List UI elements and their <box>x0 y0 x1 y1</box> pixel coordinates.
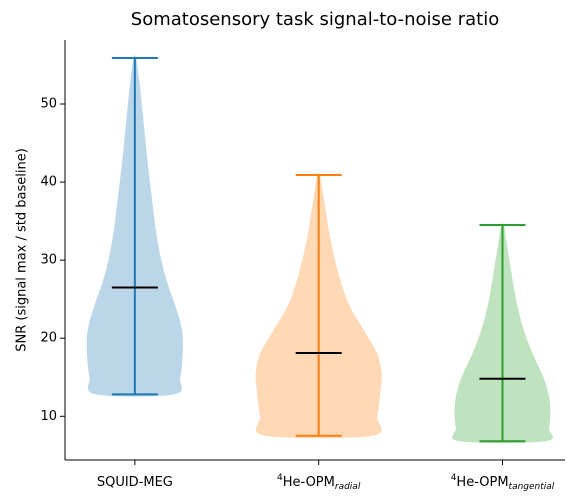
x-tick-label: SQUID-MEG <box>97 475 173 490</box>
x-tick-label-text: He-OPM <box>283 475 335 490</box>
chart-title: Somatosensory task signal-to-noise ratio <box>131 9 499 30</box>
x-tick-label: 4He-OPMradial <box>277 473 361 492</box>
y-tick-label: 10 <box>40 409 57 424</box>
x-tick-label-sup: 4 <box>451 473 457 483</box>
x-tick-label-sup: 4 <box>277 473 283 483</box>
x-tick-label: 4He-OPMtangential <box>451 473 555 492</box>
x-tick-label-sub: radial <box>335 482 361 492</box>
x-tick-label-text: SQUID-MEG <box>97 475 173 490</box>
x-tick-label-text: He-OPM <box>456 475 508 490</box>
y-tick-label: 50 <box>40 97 57 112</box>
y-tick-label: 20 <box>40 331 57 346</box>
y-tick-label: 30 <box>40 253 57 268</box>
y-axis-label: SNR (signal max / std baseline) <box>15 148 30 352</box>
y-tick-label: 40 <box>40 175 57 190</box>
x-tick-label-sub: tangential <box>509 482 555 492</box>
